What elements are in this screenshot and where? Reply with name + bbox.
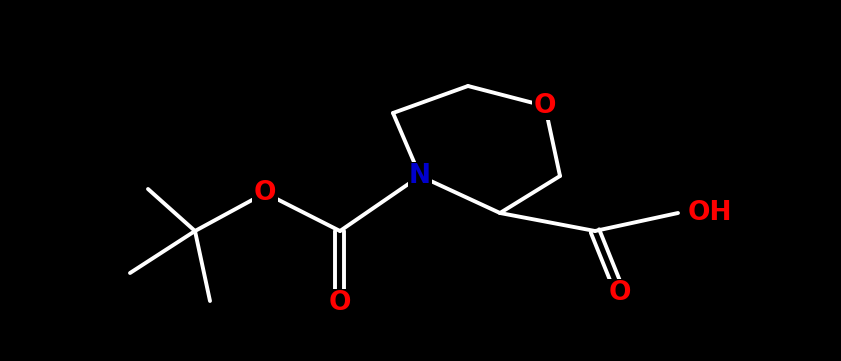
Text: N: N xyxy=(409,163,431,189)
Text: O: O xyxy=(254,180,276,206)
Text: OH: OH xyxy=(688,200,733,226)
Text: O: O xyxy=(609,280,632,306)
Text: O: O xyxy=(329,290,352,316)
Text: O: O xyxy=(534,93,556,119)
